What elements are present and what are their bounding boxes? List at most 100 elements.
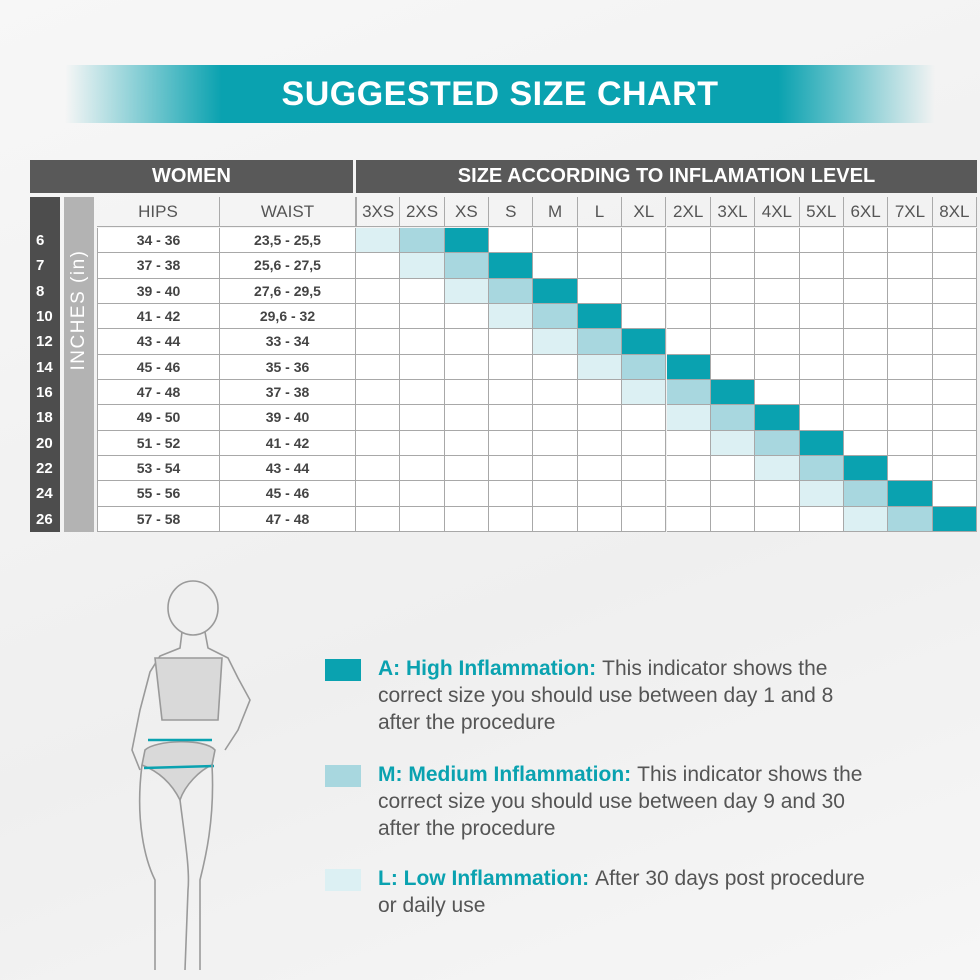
size-cell [400,456,445,482]
waist: 29,6 - 32 [220,304,356,330]
group-header: WOMEN [30,160,353,193]
size-cell [799,304,844,330]
size-cell [799,329,844,355]
row-size: 7 [30,253,60,279]
size-cell [444,430,490,456]
arms [131,631,251,771]
size-cell [622,506,667,532]
row-size: 14 [30,354,60,380]
hips: 45 - 46 [97,354,220,380]
hips: 55 - 56 [97,481,220,507]
size-cell [932,456,977,482]
measure-header: WAIST [220,197,356,227]
size-cell [622,405,667,431]
size-cell [489,253,534,279]
size-cell [799,481,844,507]
size-cell [400,304,445,330]
size-cell [932,506,977,532]
size-cell [622,456,667,482]
size-cell [577,354,623,380]
size-cell [932,405,977,431]
size-cell [888,506,933,532]
waist: 41 - 42 [220,430,356,456]
size-cell [755,228,800,254]
size-cell [710,481,756,507]
legs [138,764,214,971]
size-cell [755,456,800,482]
size-cell [444,228,490,254]
size-cell [843,430,889,456]
hips: 37 - 38 [97,253,220,279]
size-cell [755,405,800,431]
size-cell [843,481,889,507]
size-cell [932,430,977,456]
waist: 35 - 36 [220,354,356,380]
size-cell [400,228,445,254]
size-cell [533,278,578,304]
size-cell [400,481,445,507]
size-cell [666,456,711,482]
size-cell [888,329,933,355]
waist: 27,6 - 29,5 [220,278,356,304]
size-cell [489,304,534,330]
size-cell [932,481,977,507]
size-cell [622,354,667,380]
size-cell [843,253,889,279]
row-size: 16 [30,380,60,406]
size-cell [577,430,623,456]
size-cell [444,506,490,532]
size-cell [444,456,490,482]
size-cell [356,228,401,254]
legend-label: L: Low Inflammation: [378,867,590,890]
size-cell [533,380,578,406]
legend-text: M: Medium Inflammation: This indicator sh… [378,761,878,842]
row-size: 8 [30,278,60,304]
size-cell [888,228,933,254]
size-cell [356,253,401,279]
size-cell [444,354,490,380]
size-cell [356,506,401,532]
top [154,657,223,721]
size-cell [710,430,756,456]
size-cell [843,380,889,406]
size-cell [444,253,490,279]
size-cell [356,354,401,380]
size-header: M [533,197,578,227]
size-cell [356,278,401,304]
group-header: SIZE ACCORDING TO INFLAMATION LEVEL [356,160,977,193]
size-cell [932,329,977,355]
size-cell [755,380,800,406]
size-cell [710,380,756,406]
row-size: 20 [30,430,60,456]
size-cell [666,354,711,380]
size-cell [489,380,534,406]
size-cell [356,380,401,406]
size-cell [799,380,844,406]
size-cell [843,506,889,532]
size-cell [577,304,623,330]
waist: 43 - 44 [220,456,356,482]
size-cell [400,253,445,279]
size-cell [356,304,401,330]
size-cell [888,380,933,406]
size-cell [489,481,534,507]
size-cell [489,430,534,456]
size-cell [799,456,844,482]
size-cell [622,228,667,254]
unit-label: INCHES (in) [68,249,89,371]
legend-swatch [325,765,361,787]
size-cell [666,380,711,406]
size-cell [533,405,578,431]
size-cell [489,228,534,254]
size-cell [356,430,401,456]
size-header: 4XL [755,197,800,227]
size-cell [710,278,756,304]
size-header: XS [444,197,490,227]
size-cell [932,253,977,279]
size-cell [577,253,623,279]
size-cell [533,253,578,279]
size-cell [533,304,578,330]
size-cell [356,405,401,431]
size-cell [888,481,933,507]
